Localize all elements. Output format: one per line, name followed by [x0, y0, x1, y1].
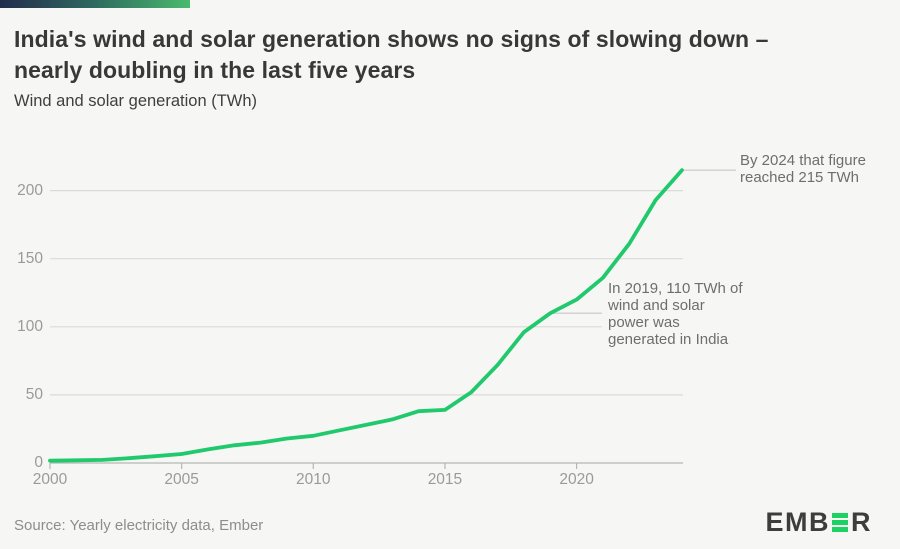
annotation-2019-line2: wind and solar — [608, 297, 705, 314]
brand-gradient-bar — [0, 0, 190, 8]
x-tick-label: 2015 — [427, 471, 463, 488]
y-tick-label: 100 — [17, 317, 43, 335]
y-tick-label: 150 — [17, 249, 43, 267]
chart-subtitle: Wind and solar generation (TWh) — [14, 92, 258, 110]
annotation-2019-line3: power was — [608, 314, 680, 331]
y-tick-label: 200 — [17, 181, 43, 199]
annotation-2019-line1: In 2019, 110 TWh of — [608, 280, 743, 297]
ember-logo[interactable]: EMB R — [766, 507, 873, 538]
annotation-2024-line2: reached 215 TWh — [740, 169, 859, 186]
x-tick-label: 2020 — [559, 471, 594, 488]
ember-logo-text-right: R — [851, 507, 872, 537]
y-tick-label: 50 — [25, 385, 43, 403]
page-title-line1: India's wind and solar generation shows … — [14, 26, 769, 52]
y-tick-label: 0 — [34, 454, 43, 471]
x-tick-label: 2010 — [296, 471, 331, 488]
ember-logo-text-left: EMB — [765, 507, 830, 537]
ember-green-e-icon — [832, 513, 848, 532]
annotation-2019: In 2019, 110 TWh of wind and solar power… — [608, 280, 743, 348]
page-title-line2: nearly doubling in the last five years — [14, 57, 416, 83]
page-title: India's wind and solar generation shows … — [14, 24, 769, 86]
annotation-2024-line1: By 2024 that figure — [740, 152, 866, 169]
x-tick-label: 2000 — [32, 471, 68, 488]
x-tick-label: 2005 — [164, 471, 199, 488]
annotation-2024: By 2024 that figure reached 215 TWh — [740, 152, 866, 186]
source-text: Source: Yearly electricity data, Ember — [14, 517, 264, 534]
annotation-2019-line4: generated in India — [608, 331, 729, 348]
